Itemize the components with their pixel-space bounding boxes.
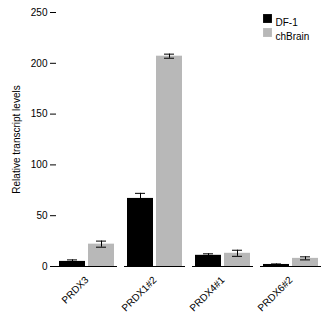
- svg-text:PRDX3: PRDX3: [59, 274, 91, 306]
- svg-text:150: 150: [31, 108, 48, 119]
- svg-text:100: 100: [31, 159, 48, 170]
- svg-text:0: 0: [42, 261, 48, 272]
- svg-text:PRDX6#2: PRDX6#2: [255, 274, 295, 314]
- svg-text:DF-1: DF-1: [276, 17, 299, 28]
- svg-text:Relative transcript levels: Relative transcript levels: [11, 85, 22, 193]
- svg-text:PRDX1#2: PRDX1#2: [119, 274, 159, 314]
- svg-text:200: 200: [31, 58, 48, 69]
- svg-text:250: 250: [31, 7, 48, 18]
- svg-text:PRDX4#1: PRDX4#1: [187, 274, 227, 314]
- svg-text:chBrain: chBrain: [276, 31, 310, 42]
- svg-text:50: 50: [36, 210, 48, 221]
